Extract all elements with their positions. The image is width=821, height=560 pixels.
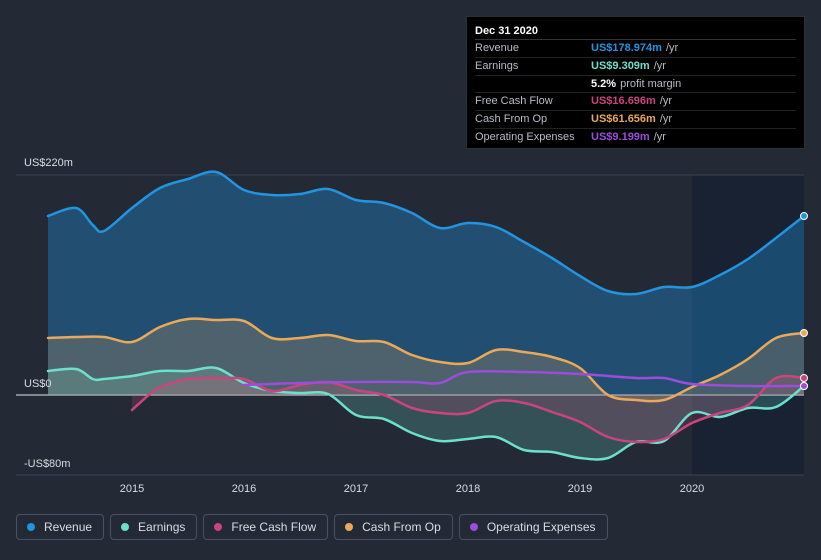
legend-label: Cash From Op xyxy=(362,520,441,534)
operating-expenses-end-marker xyxy=(800,382,808,390)
tooltip-date: Dec 31 2020 xyxy=(475,25,538,37)
tooltip-value: US$178.974m xyxy=(591,42,662,54)
revenue-area xyxy=(48,171,804,395)
tooltip-label: Operating Expenses xyxy=(475,130,575,143)
legend-label: Free Cash Flow xyxy=(231,520,317,534)
data-tooltip: Dec 31 2020 Revenue US$178.974m /yr Earn… xyxy=(466,16,805,149)
series-lines xyxy=(46,170,806,461)
tooltip-row-margin: 5.2% profit margin xyxy=(475,74,796,93)
legend-free-cash-flow[interactable]: Free Cash Flow xyxy=(203,514,329,540)
revenue-end-marker xyxy=(800,212,808,220)
x-tick-label: 2017 xyxy=(344,483,368,495)
cash-from-op-end-marker xyxy=(800,329,808,337)
tooltip-value: US$9.199m xyxy=(591,130,650,143)
tooltip-unit: profit margin xyxy=(620,77,682,90)
tooltip-row-opex: Operating Expenses US$9.199m /yr xyxy=(475,127,796,146)
legend-dot-icon xyxy=(214,523,223,531)
tooltip-value: US$61.656m xyxy=(591,113,656,126)
tooltip-label: Revenue xyxy=(475,42,520,54)
y-tick-label: US$0 xyxy=(24,378,52,390)
tooltip-unit: /yr xyxy=(653,59,666,72)
tooltip-row-revenue: Revenue US$178.974m /yr xyxy=(475,39,796,57)
earnings-area xyxy=(48,367,804,460)
tooltip-unit: /yr xyxy=(659,113,673,126)
tooltip-value: US$9.309m xyxy=(591,59,650,72)
legend-label: Operating Expenses xyxy=(486,520,596,534)
x-tick-label: 2018 xyxy=(456,483,480,495)
x-tick-label: 2016 xyxy=(232,483,256,495)
tooltip-row-earnings: Earnings US$9.309m /yr xyxy=(475,56,796,75)
tooltip-row-fcf: Free Cash Flow US$16.696m /yr xyxy=(475,92,796,110)
cash-from-op-line xyxy=(46,317,806,403)
tooltip-unit: /yr xyxy=(665,42,679,54)
legend-earnings[interactable]: Earnings xyxy=(110,514,198,540)
end-markers xyxy=(800,212,808,390)
tooltip-label: Cash From Op xyxy=(475,113,548,126)
chart-legend: Revenue Earnings Free Cash Flow Cash Fro… xyxy=(16,514,608,542)
tooltip-row-cfo: Cash From Op US$61.656m /yr xyxy=(475,110,796,128)
tooltip-unit: /yr xyxy=(659,95,673,108)
legend-dot-icon xyxy=(345,523,354,531)
axis-labels: US$220m US$0 -US$80m 2015 2016 2017 2018 2019 20… xyxy=(24,157,704,495)
legend-cash-from-op[interactable]: Cash From Op xyxy=(334,514,453,540)
legend-revenue[interactable]: Revenue xyxy=(16,514,105,540)
x-tick-label: 2015 xyxy=(120,483,144,495)
x-tick-label: 2020 xyxy=(680,483,704,495)
legend-label: Earnings xyxy=(138,520,186,534)
free-cash-flow-end-marker xyxy=(800,374,808,382)
y-tick-label: -US$80m xyxy=(24,458,70,470)
forecast-shade xyxy=(692,175,804,475)
legend-label: Revenue xyxy=(44,520,93,534)
legend-dot-icon xyxy=(469,523,478,531)
tooltip-label: Free Cash Flow xyxy=(475,95,553,108)
tooltip-value: 5.2% xyxy=(591,77,617,90)
forecast-shade-rect xyxy=(692,175,804,475)
tooltip-label xyxy=(475,76,591,93)
series-areas xyxy=(48,171,804,460)
chart: US$220m US$0 -US$80m 2015 2016 2017 2018 2019 20… xyxy=(16,157,808,495)
tooltip-label: Earnings xyxy=(475,59,519,72)
y-tick-label: US$220m xyxy=(24,157,73,169)
revenue-line xyxy=(46,170,806,296)
legend-dot-icon xyxy=(121,523,130,531)
legend-operating-expenses[interactable]: Operating Expenses xyxy=(458,514,608,540)
x-tick-label: 2019 xyxy=(568,483,592,495)
tooltip-unit: /yr xyxy=(653,130,666,143)
operating-expenses-line xyxy=(242,369,806,388)
tooltip-value: US$16.696m xyxy=(591,95,656,108)
legend-dot-icon xyxy=(27,523,35,531)
free-cash-flow-line xyxy=(130,374,806,444)
